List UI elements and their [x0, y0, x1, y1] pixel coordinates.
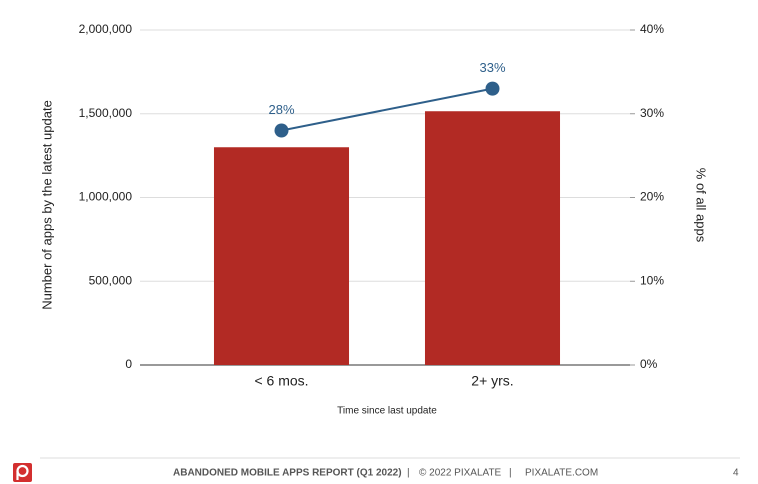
footer-report: ABANDONED MOBILE APPS REPORT (Q1 2022) — [173, 468, 402, 479]
y2-tick-label: 20% — [640, 190, 664, 204]
y-tick-label: 1,000,000 — [79, 190, 133, 204]
footer-separator: | — [509, 468, 512, 479]
x-tick-label: 2+ yrs. — [471, 373, 513, 389]
y-tick-label: 1,500,000 — [79, 106, 133, 120]
bar — [424, 111, 561, 365]
logo — [13, 463, 32, 482]
marker — [485, 81, 500, 96]
page-number: 4 — [733, 468, 739, 479]
footer-copyright: © 2022 PIXALATE — [419, 468, 502, 479]
bar — [213, 147, 350, 365]
y2-tick-label: 40% — [640, 22, 664, 36]
y2-tick-label: 0% — [640, 357, 658, 371]
y2-axis-title: % of all apps — [694, 168, 709, 243]
marker — [274, 123, 289, 138]
footer-separator: | — [407, 468, 410, 479]
data-label: 33% — [479, 60, 505, 75]
x-axis-title: Time since last update — [337, 406, 437, 417]
data-label: 28% — [268, 102, 294, 117]
y2-tick-label: 30% — [640, 106, 664, 120]
y-tick-label: 500,000 — [89, 273, 133, 287]
y-tick-label: 0 — [125, 357, 132, 371]
x-tick-label: < 6 mos. — [254, 373, 308, 389]
footer-site: PIXALATE.COM — [525, 468, 598, 479]
line — [281, 87, 493, 132]
y-tick-label: 2,000,000 — [79, 22, 133, 36]
y2-tick-label: 10% — [640, 273, 664, 287]
y-axis-title: Number of apps by the latest update — [39, 100, 54, 310]
